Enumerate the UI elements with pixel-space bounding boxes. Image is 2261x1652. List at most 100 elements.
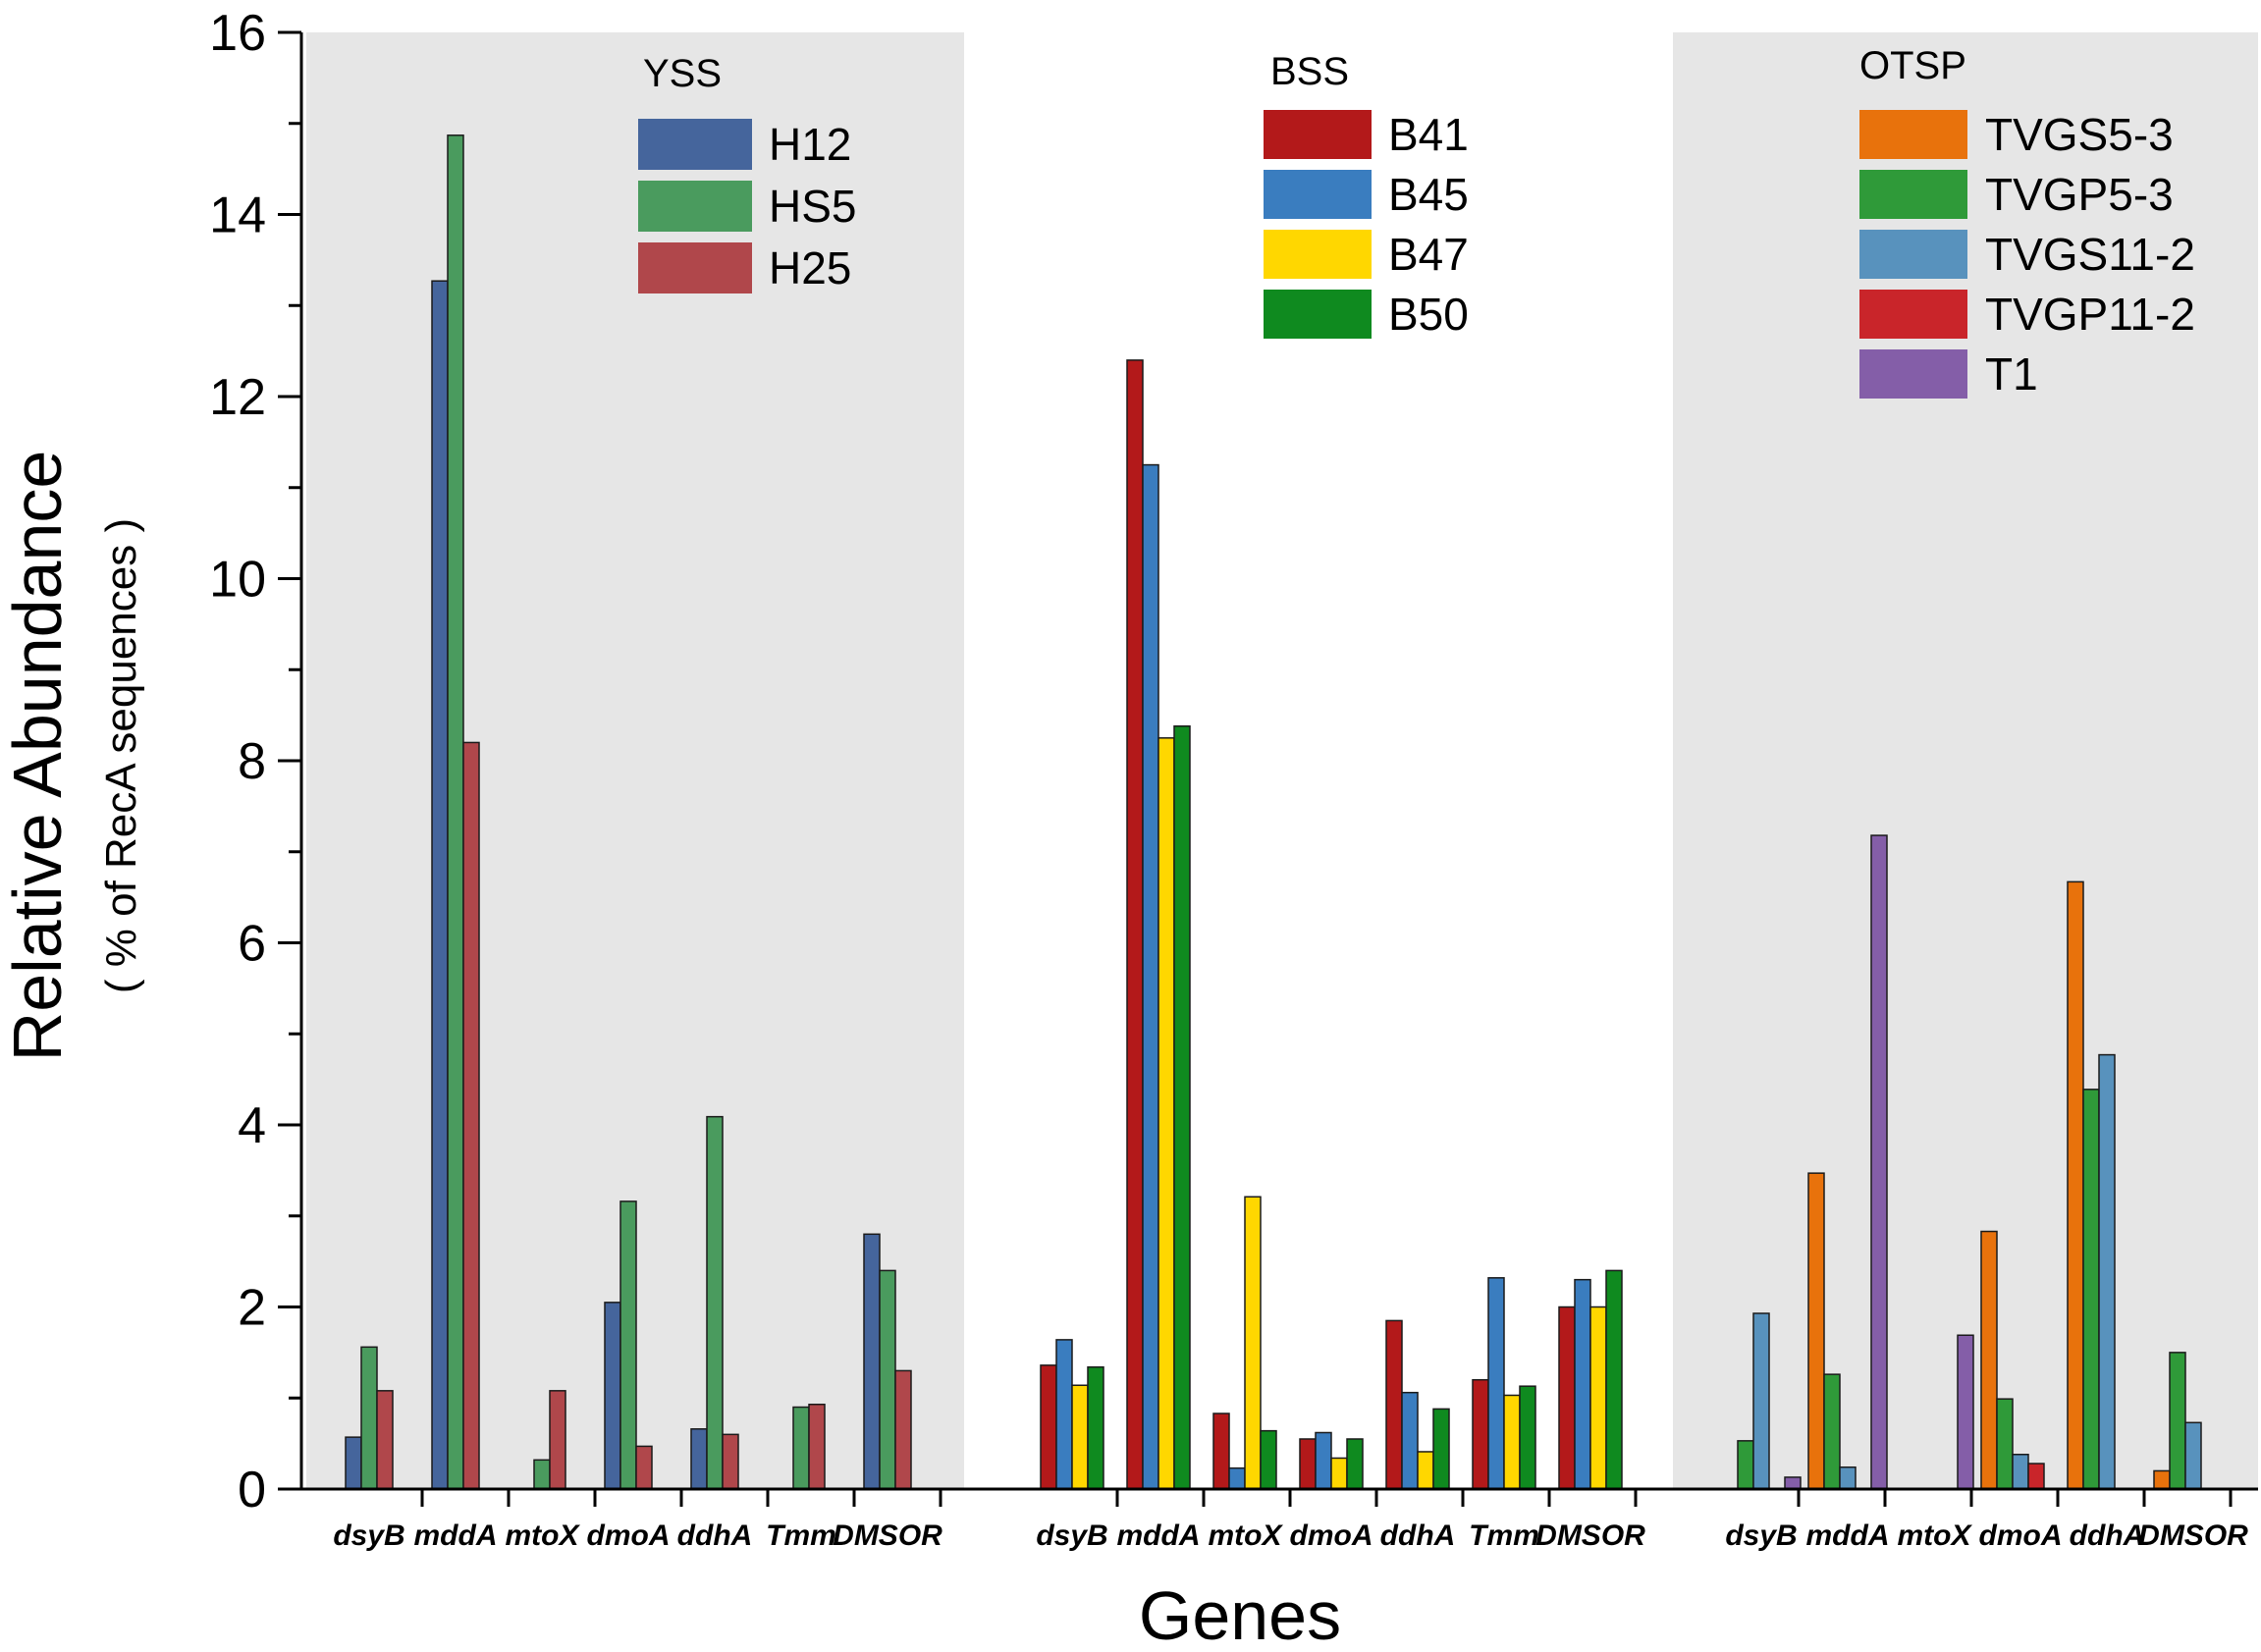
- bar-yss-dmsor-h12: [863, 1233, 881, 1490]
- legend-swatch: [1859, 230, 1967, 279]
- ticks: 0 2 4 6 8 10 12 14 16: [209, 5, 2233, 1519]
- legend-bss: BSS B41 B45 B47 B50: [1264, 50, 1469, 340]
- y-axis-subtitle: ( % of RecA sequences ): [97, 518, 145, 993]
- bar-bss-mtox-b50: [1260, 1429, 1277, 1490]
- legend-swatch: [1264, 170, 1372, 219]
- gene-label-mdda: mddA: [1806, 1519, 1890, 1552]
- bar-bss-dsyb-b41: [1040, 1364, 1057, 1490]
- bar-yss-dsyb-hs5: [360, 1346, 378, 1490]
- bar-bss-ddha-b47: [1417, 1451, 1434, 1490]
- gene-label-dmoa: dmoA: [1290, 1519, 1373, 1552]
- gene-label-dmsor: DMSOR: [2138, 1519, 2248, 1552]
- gene-label-mtox: mtoX: [1209, 1519, 1284, 1552]
- bar-bss-mtox-b41: [1212, 1412, 1230, 1490]
- bar-bss-dsyb-b45: [1055, 1339, 1073, 1490]
- legend-swatch: [1264, 230, 1372, 279]
- bar-otsp-dmoa-tvgs11-2: [2012, 1454, 2029, 1490]
- legend-swatch: [1264, 110, 1372, 159]
- bar-otsp-dmoa-tvgs5-3: [1980, 1230, 1998, 1490]
- gene-label-mtox: mtoX: [1898, 1519, 1973, 1552]
- bar-otsp-mdda-tvgp5-3: [1823, 1373, 1841, 1490]
- legend-entry: T1: [1985, 348, 2038, 400]
- bar-otsp-dsyb-t1: [1784, 1476, 1802, 1490]
- bar-bss-mtox-b45: [1228, 1466, 1246, 1490]
- y-tick-label: 4: [238, 1097, 266, 1154]
- bar-otsp-dmoa-tvgp11-2: [2027, 1463, 2045, 1490]
- bar-bss-dmsor-b47: [1589, 1306, 1607, 1490]
- bar-yss-mdda-h25: [462, 741, 480, 1490]
- gene-label-mdda: mddA: [414, 1519, 498, 1552]
- legend-entry: B47: [1388, 229, 1469, 280]
- legend-entry: B41: [1388, 109, 1469, 160]
- bar-bss-mdda-b50: [1173, 725, 1191, 1490]
- gene-label-dmoa: dmoA: [1979, 1519, 2063, 1552]
- bar-bss-ddha-b50: [1432, 1408, 1450, 1490]
- legend-swatch: [638, 119, 752, 170]
- bar-otsp-dmsor-tvgs5-3: [2153, 1469, 2171, 1490]
- bar-yss-dmoa-h12: [604, 1302, 621, 1490]
- bar-otsp-dmsor-tvgs11-2: [2184, 1421, 2202, 1490]
- bar-bss-ddha-b41: [1385, 1319, 1403, 1490]
- gene-label-ddha: ddhA: [1380, 1519, 1456, 1552]
- bar-bss-tmm-b47: [1503, 1394, 1521, 1490]
- bar-otsp-mdda-tvgs11-2: [1839, 1465, 1857, 1490]
- bar-bss-dmsor-b41: [1558, 1306, 1576, 1490]
- y-tick-label: 12: [209, 369, 266, 426]
- gene-label-dmoa: dmoA: [587, 1519, 671, 1552]
- bar-otsp-ddha-tvgp5-3: [2082, 1089, 2100, 1490]
- bar-yss-dsyb-h25: [376, 1390, 394, 1490]
- bar-yss-dmsor-hs5: [879, 1269, 896, 1490]
- gene-label-ddha: ddhA: [2070, 1519, 2145, 1552]
- bar-bss-dmoa-b45: [1315, 1431, 1332, 1490]
- legend-swatch: [1859, 170, 1967, 219]
- gene-label-dmsor: DMSOR: [1535, 1519, 1645, 1552]
- bar-bss-dmoa-b47: [1330, 1457, 1348, 1490]
- legend-entry: TVGP5-3: [1985, 169, 2174, 220]
- legend-yss: YSS H12 HS5 H25: [638, 52, 856, 293]
- y-tick-label: 10: [209, 552, 266, 609]
- bar-yss-ddha-h25: [722, 1433, 739, 1490]
- y-tick-label: 0: [238, 1462, 266, 1519]
- bar-yss-dmsor-h25: [894, 1369, 912, 1490]
- bar-otsp-dsyb-tvgp5-3: [1737, 1440, 1754, 1490]
- legend-swatch: [1859, 110, 1967, 159]
- legend-entry: TVGP11-2: [1985, 289, 2195, 340]
- legend-otsp: OTSP TVGS5-3 TVGP5-3 TVGS11-2 TVGP11-2 T1: [1859, 44, 2195, 400]
- bar-bss-tmm-b50: [1519, 1385, 1536, 1490]
- legend-swatch: [1859, 290, 1967, 339]
- legend-title: OTSP: [1859, 44, 1966, 87]
- bar-yss-mdda-hs5: [447, 134, 464, 1490]
- y-tick-label: 14: [209, 187, 266, 244]
- bar-bss-dsyb-b50: [1087, 1365, 1104, 1490]
- legend-entry: TVGS11-2: [1985, 229, 2195, 280]
- legend-entry: H12: [769, 119, 851, 170]
- bar-otsp-dmsor-tvgp5-3: [2169, 1352, 2186, 1490]
- bar-otsp-ddha-tvgs5-3: [2067, 880, 2084, 1490]
- bar-yss-dmoa-hs5: [619, 1200, 637, 1490]
- bar-bss-mtox-b47: [1244, 1196, 1262, 1490]
- bar-bss-tmm-b45: [1487, 1277, 1505, 1490]
- bar-bss-tmm-b41: [1472, 1378, 1489, 1490]
- y-tick-label: 6: [238, 916, 266, 973]
- y-axis-title: Relative Abundance: [0, 451, 76, 1062]
- x-axis-title: Genes: [1139, 1577, 1341, 1652]
- gene-label-tmm: Tmm: [1469, 1519, 1539, 1552]
- legend-title: YSS: [643, 52, 722, 95]
- bar-yss-tmm-h25: [808, 1403, 826, 1490]
- bar-bss-mdda-b45: [1142, 463, 1159, 1490]
- legend-title: BSS: [1270, 50, 1349, 93]
- legend-swatch: [1264, 290, 1372, 339]
- gene-label-dsyb: dsyB: [1725, 1519, 1797, 1552]
- y-tick-label: 16: [209, 5, 266, 62]
- legend-entry: TVGS5-3: [1985, 109, 2174, 160]
- bar-otsp-dsyb-tvgs11-2: [1752, 1312, 1770, 1490]
- y-tick-label: 8: [238, 733, 266, 790]
- gene-label-dmsor: DMSOR: [833, 1519, 942, 1552]
- bar-bss-dmoa-b41: [1299, 1438, 1317, 1490]
- bar-bss-mdda-b41: [1126, 359, 1144, 1490]
- gene-label-dsyb: dsyB: [1036, 1519, 1107, 1552]
- bar-yss-ddha-hs5: [706, 1115, 724, 1490]
- bar-bss-dmsor-b50: [1605, 1269, 1623, 1490]
